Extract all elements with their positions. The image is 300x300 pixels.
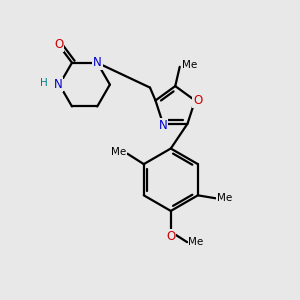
Text: H: H	[40, 78, 48, 88]
Text: N: N	[93, 56, 102, 69]
Text: O: O	[194, 94, 202, 107]
Text: Me: Me	[182, 60, 197, 70]
Text: Me: Me	[217, 193, 232, 203]
Text: O: O	[166, 230, 176, 243]
Text: O: O	[54, 38, 63, 51]
Text: Me: Me	[188, 237, 204, 247]
Text: N: N	[159, 119, 167, 132]
Text: H: H	[55, 80, 64, 90]
Text: Me: Me	[111, 147, 126, 157]
Text: N: N	[53, 78, 62, 91]
